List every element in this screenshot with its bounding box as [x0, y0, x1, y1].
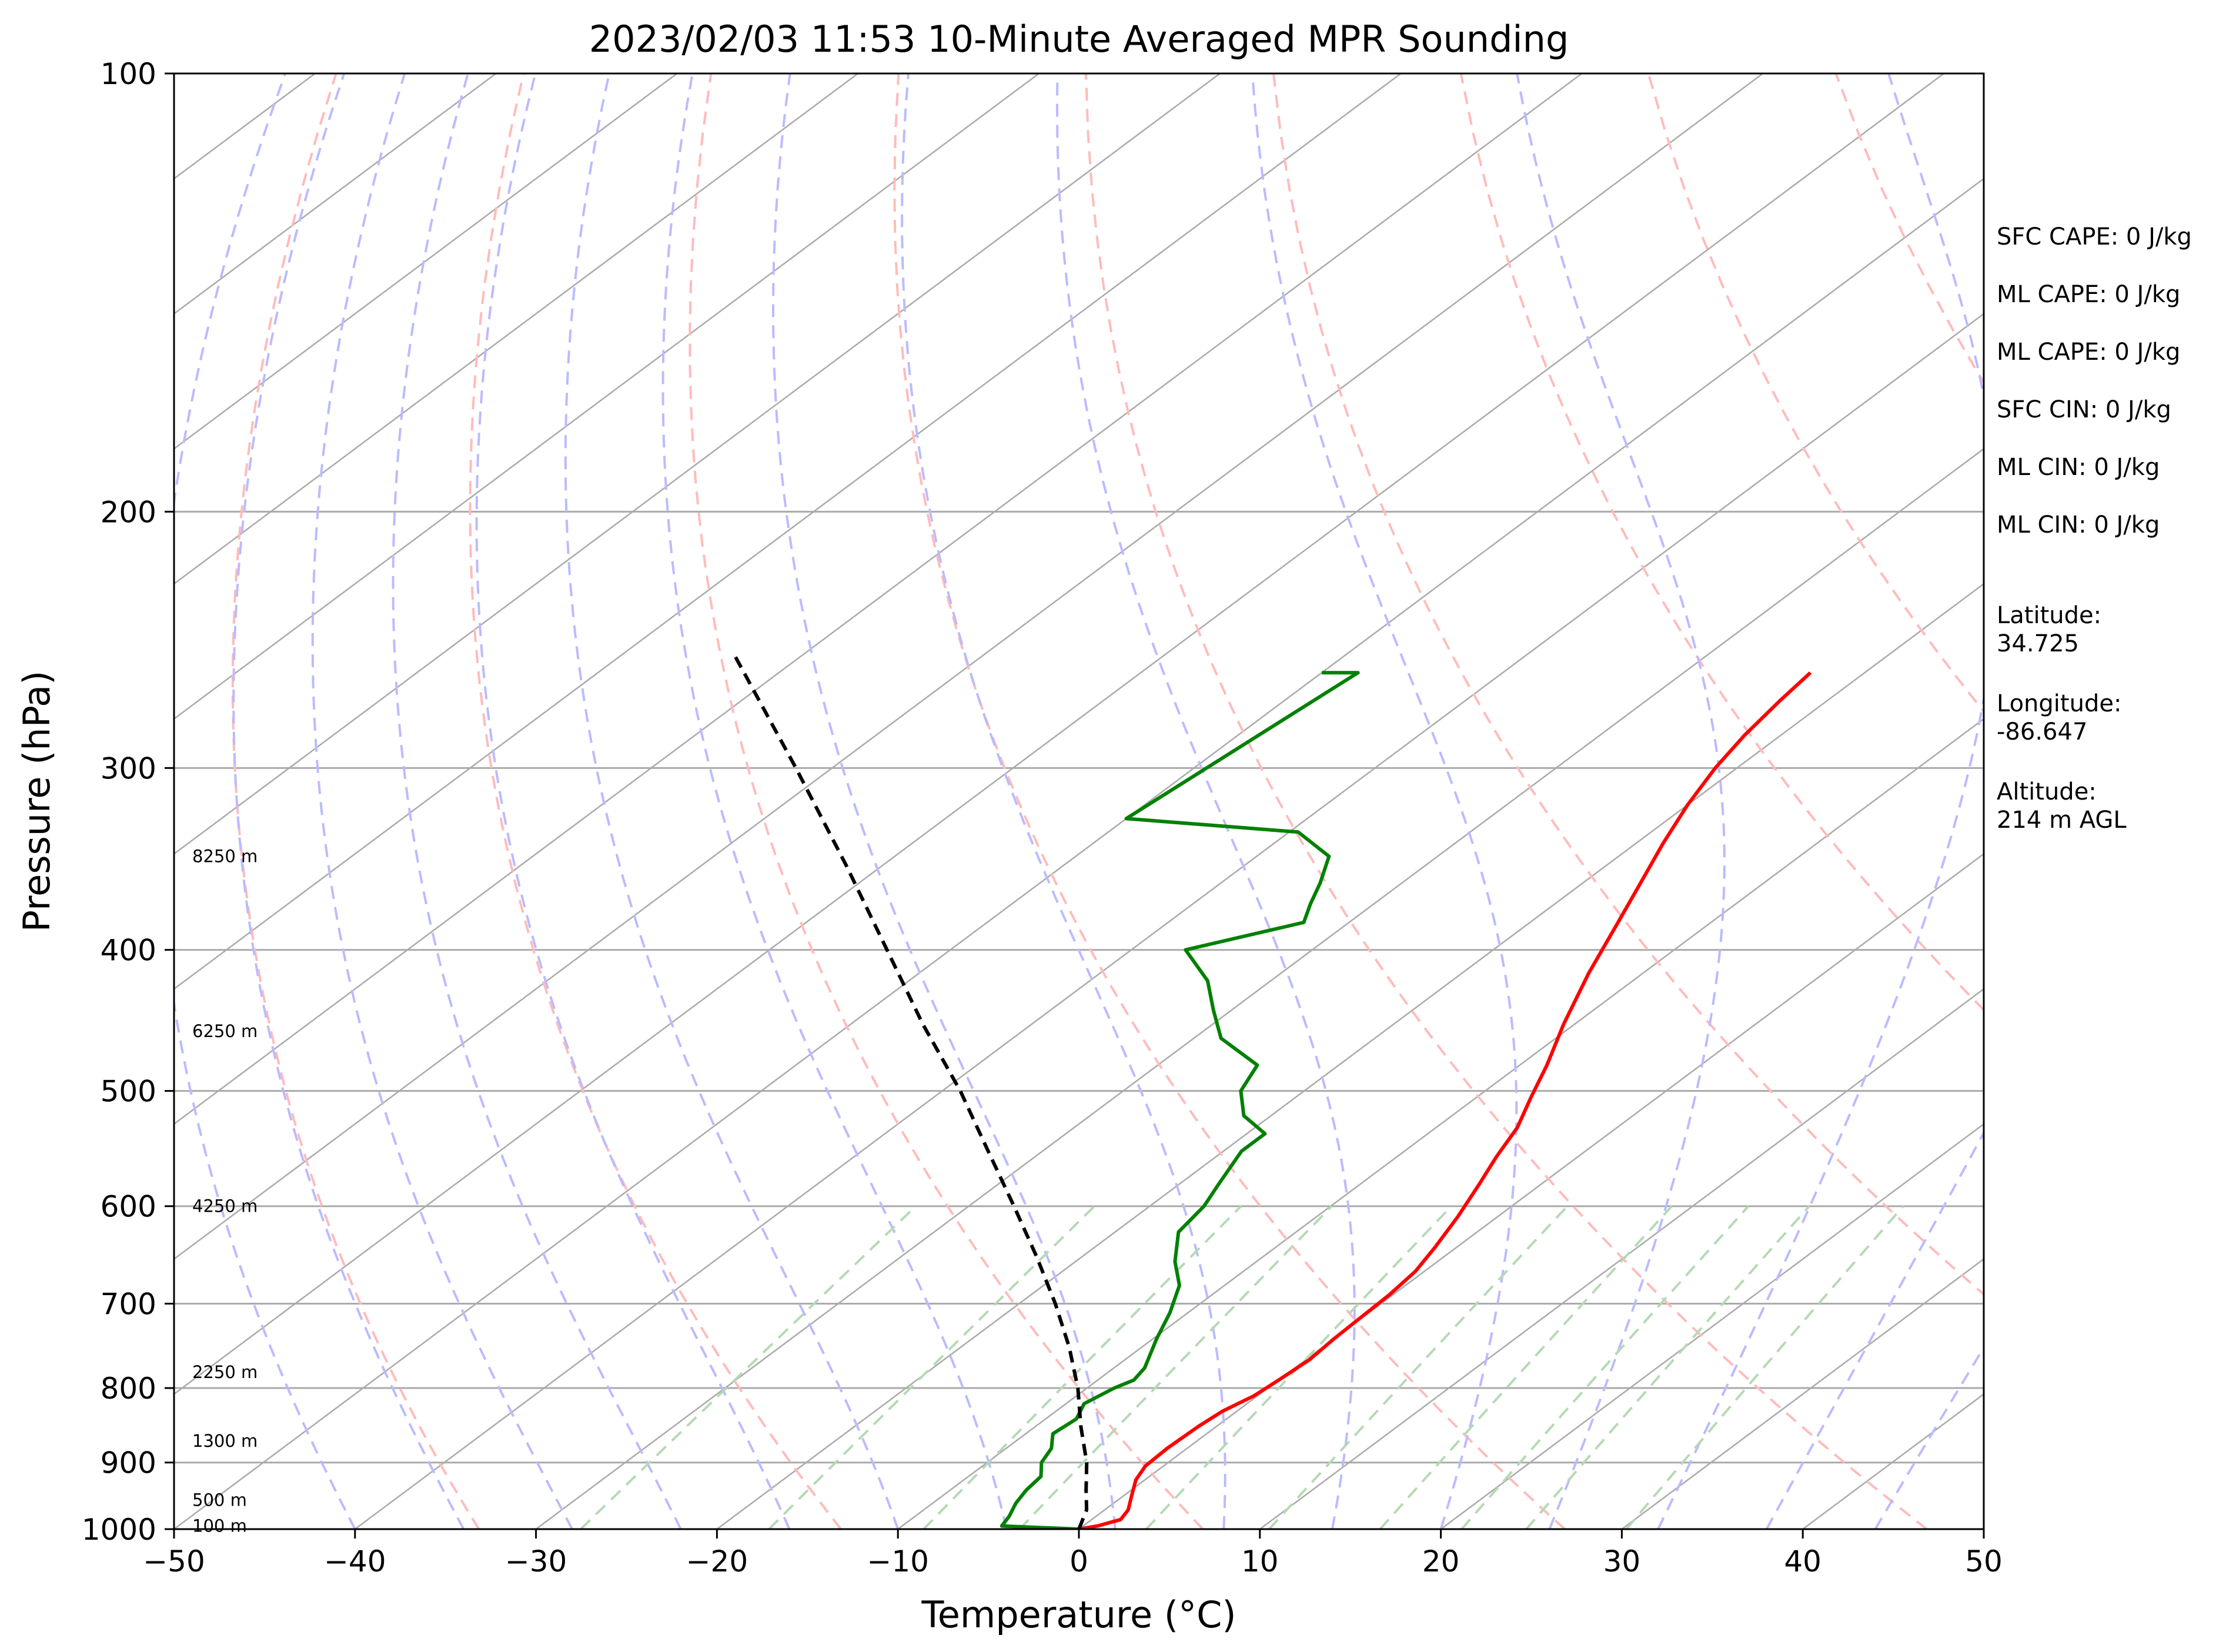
isotherm-line: [1440, 1123, 1984, 1529]
moist-adiabat: [771, 73, 1117, 1529]
moist-adiabat: [1657, 73, 1984, 1529]
isotherm-line: [174, 73, 1944, 1395]
site-info-label: Altitude:: [1997, 778, 2097, 805]
stat-annotation: ML CAPE: 0 J/kg: [1997, 339, 2180, 366]
dry-adiabat: [1272, 73, 1984, 1296]
y-tick-label: 900: [101, 1446, 156, 1480]
y-tick-label: 500: [101, 1075, 156, 1109]
height-labels: 8250 m 6250 m 4250 m 2250 m 1300 m 500 m 100 m: [192, 847, 258, 1536]
x-tick-label: −20: [686, 1544, 748, 1579]
x-tick-label: −50: [143, 1544, 205, 1579]
isotherm-line: [174, 73, 858, 585]
height-label: 500 m: [192, 1490, 247, 1510]
isotherm-line: [174, 73, 1763, 1260]
isotherm-line: [174, 73, 1040, 720]
dry-adiabat: [893, 73, 1566, 1529]
stat-annotation: ML CAPE: 0 J/kg: [1997, 281, 2180, 308]
y-tick-label: 400: [101, 934, 156, 968]
stat-annotation: ML CIN: 0 J/kg: [1997, 511, 2160, 539]
moist-adiabat: [174, 73, 356, 1529]
isotherm-line: [535, 447, 1984, 1529]
isotherm-line: [174, 73, 1221, 855]
isotherm-line: [1621, 1258, 1984, 1529]
x-tick-label: 30: [1603, 1544, 1641, 1579]
height-label: 2250 m: [192, 1362, 258, 1382]
moist-adiabat: [392, 73, 682, 1529]
mixing-ratio-line: [1145, 1205, 1453, 1529]
isotherm-line: [174, 73, 1402, 990]
data-layer: [731, 651, 1812, 1529]
y-tick-label: 300: [101, 751, 156, 785]
isotherm-line: [897, 718, 1984, 1529]
moist-adiabat: [901, 73, 1226, 1529]
dry-adiabat: [231, 73, 480, 1529]
x-axis-ticks: −50 −40 −30 −20 −10 0 10 20 30 40 50: [143, 1529, 2003, 1579]
isotherm-line: [174, 178, 1984, 1529]
moist-adiabat: [311, 73, 573, 1529]
y-tick-label: 100: [101, 57, 156, 91]
mixing-ratio-line: [923, 1205, 1242, 1529]
y-tick-label: 200: [101, 495, 156, 529]
site-info-label: Latitude:: [1997, 602, 2101, 629]
y-axis-ticks: 100 200 300 400 500 600 700 800 900 1000: [82, 57, 174, 1547]
x-tick-label: −30: [505, 1544, 567, 1579]
isotherm-line: [1259, 988, 1984, 1529]
temperature-line: [1078, 671, 1812, 1529]
height-label: 6250 m: [192, 1021, 258, 1041]
mixing-ratio-line: [1268, 1205, 1569, 1529]
side-annotations: SFC CAPE: 0 J/kg ML CAPE: 0 J/kg ML CAPE: …: [1997, 223, 2192, 834]
height-label: 100 m: [192, 1516, 247, 1536]
grid-layer: [174, 73, 1984, 1529]
height-label: 8250 m: [192, 847, 258, 867]
dewpoint-line: [1000, 671, 1360, 1529]
x-tick-label: 10: [1241, 1544, 1279, 1579]
isotherm-line: [355, 313, 1984, 1529]
moist-adiabat: [1516, 73, 1726, 1529]
moist-adiabat: [564, 73, 900, 1529]
x-tick-label: 40: [1784, 1544, 1821, 1579]
x-tick-label: 0: [1069, 1544, 1088, 1579]
site-info-value: -86.647: [1997, 718, 2087, 745]
height-label: 1300 m: [192, 1431, 258, 1451]
isotherm-line: [174, 73, 678, 450]
chart-title: 2023/02/03 11:53 10-Minute Averaged MPR …: [589, 18, 1569, 61]
mixing-ratio-line: [1460, 1205, 1750, 1529]
isotherm-line: [174, 73, 1583, 1125]
site-info-value: 214 m AGL: [1997, 807, 2127, 834]
isotherm-line: [1078, 852, 1984, 1529]
height-label: 4250 m: [192, 1196, 258, 1216]
stat-annotation: ML CIN: 0 J/kg: [1997, 454, 2160, 481]
y-tick-label: 1000: [82, 1513, 156, 1547]
moist-adiabat: [1765, 1130, 1984, 1529]
x-tick-label: −10: [867, 1544, 929, 1579]
mixing-ratio-line: [768, 1205, 1095, 1529]
x-tick-label: 50: [1965, 1544, 2003, 1579]
y-tick-label: 600: [101, 1190, 156, 1224]
mixing-ratio-line: [580, 1205, 917, 1529]
moist-adiabat: [475, 73, 791, 1529]
dry-adiabat: [1085, 73, 1928, 1529]
mixing-ratio-line: [1018, 1205, 1333, 1529]
moist-adiabat: [1055, 73, 1356, 1529]
mixing-ratio-line: [1525, 1205, 1810, 1529]
mixing-ratio-line: [1379, 1205, 1673, 1529]
stat-annotation: SFC CAPE: 0 J/kg: [1997, 223, 2192, 250]
site-info-label: Longitude:: [1997, 690, 2121, 717]
dry-adiabat: [688, 73, 1204, 1529]
stat-annotation: SFC CIN: 0 J/kg: [1997, 396, 2171, 423]
y-axis-label: Pressure (hPa): [15, 671, 58, 932]
y-tick-label: 800: [101, 1372, 156, 1406]
moist-adiabat: [661, 73, 1008, 1529]
x-axis-label: Temperature (°C): [921, 1593, 1236, 1636]
x-tick-label: 20: [1422, 1544, 1460, 1579]
site-info-value: 34.725: [1997, 630, 2079, 657]
moist-adiabat: [232, 73, 465, 1529]
x-tick-label: −40: [324, 1544, 386, 1579]
moist-adiabat: [1251, 73, 1518, 1529]
parcel-profile-line: [731, 651, 1089, 1529]
dry-adiabat: [469, 73, 842, 1529]
y-tick-label: 700: [101, 1287, 156, 1321]
